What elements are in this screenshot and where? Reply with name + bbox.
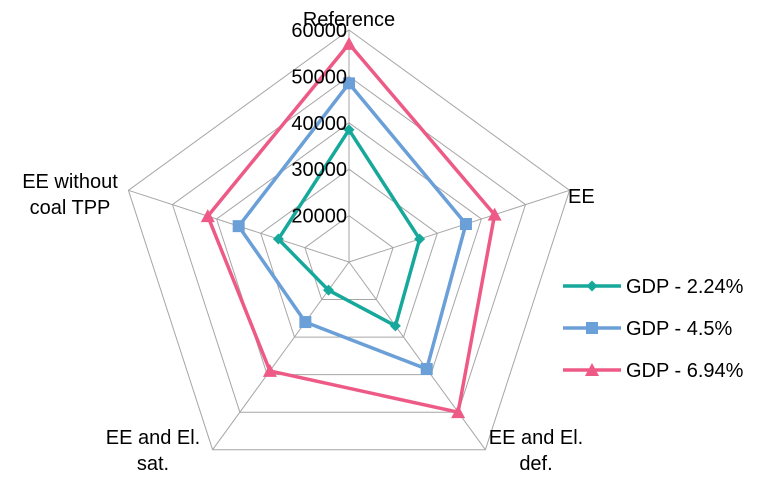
legend-item-0: GDP - 2.24% [563,276,744,298]
series-line-2 [206,42,497,414]
radar-grid [127,29,571,451]
series-0 [272,124,426,332]
series-2-point-4 [200,209,215,223]
series-1-point-0 [343,77,355,90]
axis-labels: Reference EE EE and El. def. EE and El. sat. E… [22,9,594,475]
series-0-point-3 [323,284,335,296]
axis-label-2: EE and El. def. [489,427,584,475]
legend-label-0: GDP - 2.24% [626,276,744,298]
series-2-point-2 [451,405,466,419]
series-2-point-0 [342,36,356,50]
axis-label-1: EE [568,186,595,208]
legend-swatch-marker-2 [585,363,599,376]
legend-swatch-marker-1 [586,322,598,334]
legend-swatch-marker-0 [586,280,598,292]
series-1 [232,77,472,375]
tick-label-2: 40000 [291,113,347,135]
tick-label-3: 50000 [291,66,347,88]
radial-tick-labels: 20000 30000 40000 50000 60000 [291,20,347,228]
series-line-1 [236,81,468,371]
series-1-point-1 [459,218,472,231]
radar-series [200,36,502,419]
axis-label-3: EE and El. sat. [106,427,201,475]
legend-item-2: GDP - 6.94% [563,360,744,382]
axis-label-0: Reference [303,9,395,31]
series-0-point-1 [414,233,426,245]
tick-label-4: 60000 [291,20,347,42]
series-line-0 [276,128,422,328]
series-0-point-4 [272,233,284,245]
series-2-point-3 [262,363,277,377]
series-1-point-3 [299,316,312,329]
grid-ring-4 [127,29,571,451]
series-2 [200,36,502,419]
series-0-point-0 [343,124,355,136]
series-0-point-2 [389,320,401,332]
series-2-point-1 [487,207,502,221]
tick-label-0: 20000 [291,206,347,228]
legend-item-1: GDP - 4.5% [563,318,733,340]
legend-label-2: GDP - 6.94% [626,360,744,382]
legend: GDP - 2.24% GDP - 4.5% GDP - 6.94% [563,276,744,382]
spoke-1 [348,189,570,263]
spoke-2 [348,261,486,450]
axis-label-4: EE without coal TPP [22,171,118,219]
grid-ring-2 [216,122,482,376]
grid-ring-3 [171,75,527,413]
tick-label-1: 30000 [291,159,347,181]
series-1-point-2 [420,362,433,375]
legend-label-1: GDP - 4.5% [626,318,733,340]
series-1-point-4 [232,220,245,233]
